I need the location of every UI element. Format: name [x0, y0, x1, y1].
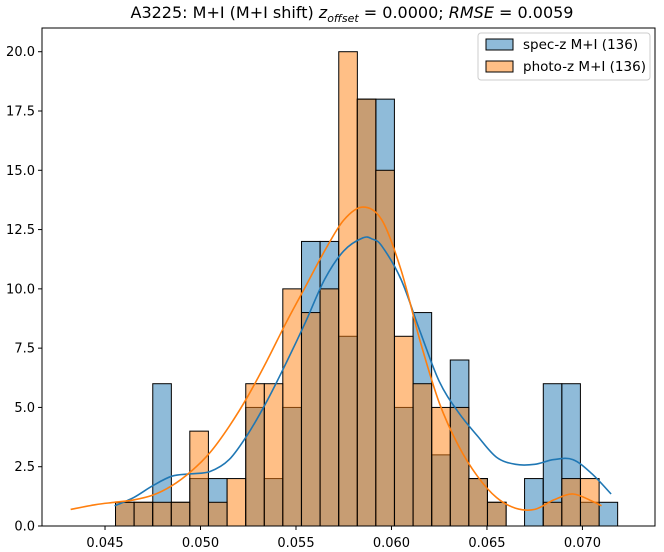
legend: spec-z M+I (136) photo-z M+I (136) [477, 32, 651, 81]
plot-frame [41, 27, 656, 527]
title-prefix: A3225: M+I (M+I shift) [131, 3, 319, 22]
bar-photo-z-5 [208, 501, 228, 527]
x-axis: 0.045 0.050 0.055 0.060 0.065 0.070 [86, 526, 601, 551]
legend-frame [477, 32, 651, 81]
x-tick-label-4: 0.065 [468, 536, 505, 551]
bar-photo-z-7 [245, 383, 265, 527]
title-z-var: z [318, 3, 328, 22]
x-tick-label-0: 0.045 [86, 536, 123, 551]
title-z-sub: offset [327, 12, 359, 25]
bar-photo-z-2 [152, 501, 172, 527]
bar-photo-z-20 [487, 501, 507, 527]
y-tick-label-1: 2.5 [14, 460, 35, 475]
histogram-bars [115, 51, 619, 527]
x-tick-label-2: 0.055 [277, 536, 314, 551]
bar-photo-z-1 [133, 501, 154, 527]
legend-label-spec-z: spec-z M+I (136) [523, 37, 638, 53]
y-tick-label-5: 12.5 [6, 223, 35, 238]
bar-photo-z-10 [301, 312, 321, 527]
bar-photo-z-13 [356, 98, 377, 527]
bar-photo-z-12 [338, 51, 358, 527]
kde-line-spec-z [114, 236, 612, 507]
bar-photo-z-3 [170, 501, 191, 527]
bar-photo-z-11 [319, 288, 340, 527]
kde-curves [70, 206, 612, 511]
bar-photo-z-8 [263, 383, 284, 527]
bar-photo-z-0 [115, 501, 135, 527]
kde-line-photo-z [70, 206, 602, 511]
y-tick-label-4: 10.0 [6, 282, 35, 297]
y-tick-label-6: 15.0 [6, 164, 35, 179]
bar-photo-z-18 [449, 406, 470, 527]
x-tick-label-5: 0.070 [564, 536, 601, 551]
bar-photo-z-24 [561, 478, 581, 527]
bar-spec-z-26 [598, 501, 619, 527]
y-tick-label-7: 17.5 [6, 105, 35, 120]
bar-photo-z-4 [189, 430, 209, 527]
bar-photo-z-6 [226, 478, 247, 527]
title-rmse-val: = 0.0059 [494, 3, 574, 22]
y-tick-label-2: 5.0 [14, 401, 35, 416]
title-rmse-var: RMSE [449, 3, 495, 22]
bar-photo-z-14 [375, 169, 395, 527]
y-axis: 0.0 2.5 5.0 7.5 10.0 12.5 15.0 17.5 20.0 [6, 45, 42, 535]
y-tick-label-3: 7.5 [14, 342, 35, 357]
bar-photo-z-15 [394, 335, 414, 527]
y-tick-label-0: 0.0 [14, 520, 35, 535]
x-tick-label-1: 0.050 [182, 536, 219, 551]
legend-label-photo-z: photo-z M+I (136) [523, 59, 646, 75]
legend-swatch-photo-z [485, 60, 514, 73]
bar-photo-z-17 [431, 406, 451, 527]
bar-photo-z-16 [412, 383, 433, 527]
bar-spec-z-22 [524, 478, 544, 527]
bar-photo-z-23 [542, 501, 563, 527]
legend-swatch-spec-z [485, 38, 514, 51]
x-tick-label-3: 0.060 [373, 536, 410, 551]
y-tick-label-8: 20.0 [6, 45, 35, 60]
title-z-val: = 0.0000; [359, 3, 449, 22]
chart-title: A3225: M+I (M+I shift) zoffset = 0.0000;… [131, 3, 574, 25]
